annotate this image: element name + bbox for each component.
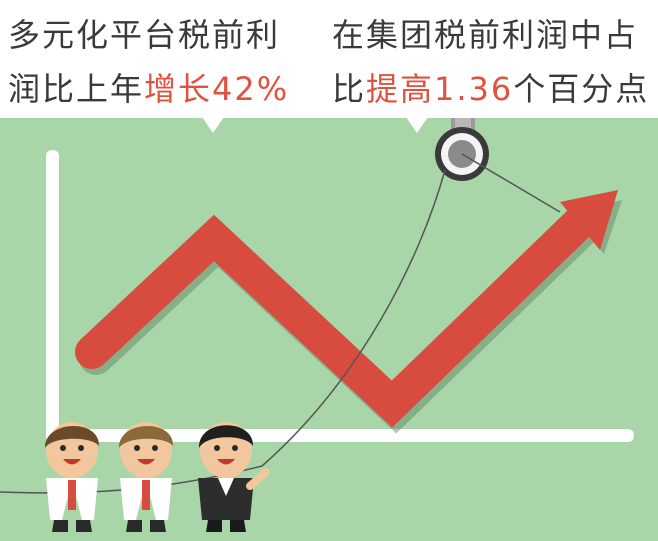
left-callout-line2-text: 润比上年: [8, 70, 145, 108]
right-callout-tail: [406, 117, 428, 133]
right-callout-line2-suffix: 个百分点: [513, 70, 650, 108]
businessman-icon: [44, 422, 100, 532]
right-callout-highlight: 提高1.36: [366, 70, 514, 108]
left-callout-line2: 润比上年增长42%: [8, 66, 312, 112]
left-callout-line1: 多元化平台税前利: [8, 16, 281, 54]
businessman-icon: [198, 422, 270, 532]
up-trend-arrow-icon: [75, 190, 622, 434]
left-callout-highlight: 增长42%: [144, 70, 290, 108]
right-callout-line2-text: 比: [332, 70, 367, 108]
left-callout: 多元化平台税前利 润比上年增长42%: [0, 0, 312, 118]
right-callout-line1: 在集团税前利润中占: [332, 16, 639, 54]
chart-axes: [46, 150, 634, 442]
pulley-icon: [435, 110, 489, 181]
right-callout: 在集团税前利润中占 比提高1.36个百分点: [322, 0, 658, 118]
right-callout-line2: 比提高1.36个百分点: [332, 66, 658, 112]
businessman-icon: [118, 422, 174, 532]
left-callout-tail: [202, 117, 224, 133]
